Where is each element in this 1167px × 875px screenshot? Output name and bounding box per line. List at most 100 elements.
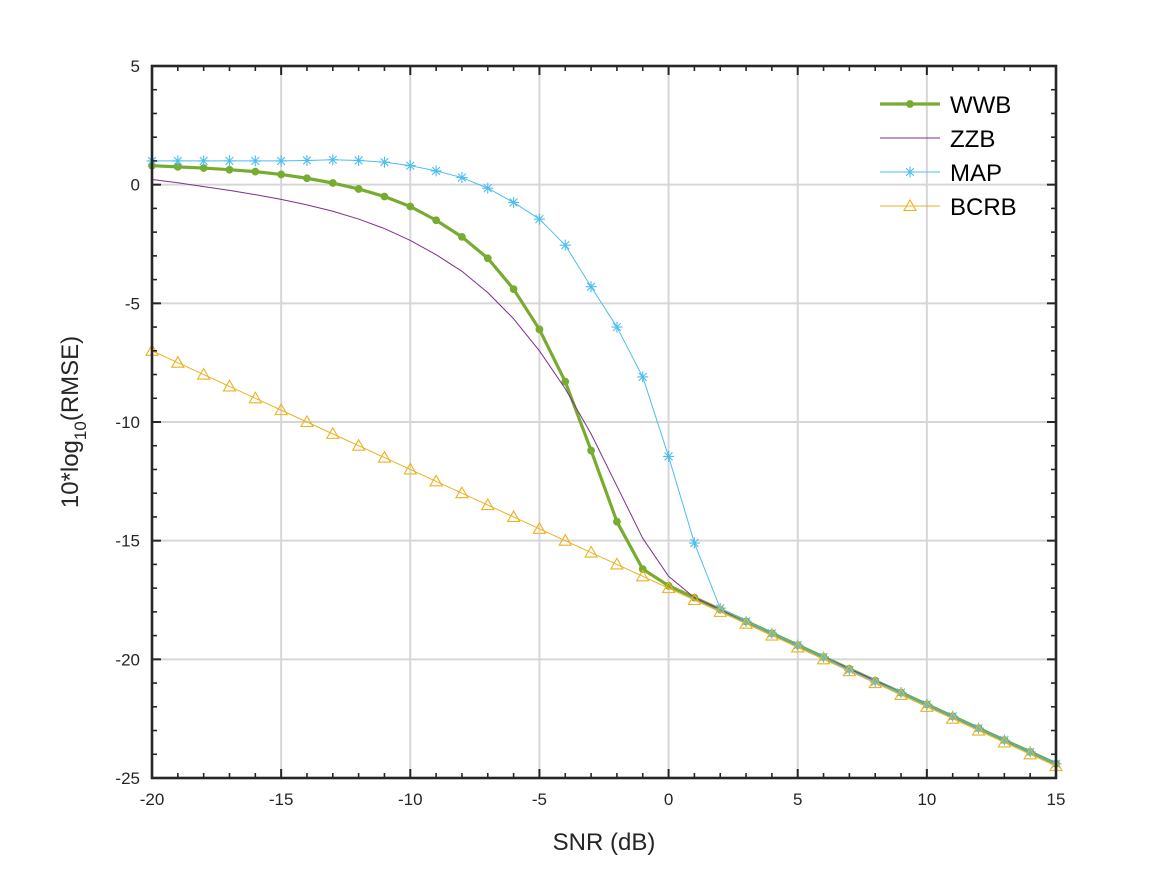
data-point-bcrb bbox=[997, 735, 1012, 748]
legend-label-map: MAP bbox=[950, 160, 1002, 187]
data-point-wwb bbox=[354, 185, 363, 193]
legend: WWB ZZB MAP BCRB bbox=[880, 92, 1017, 221]
data-point-wwb bbox=[638, 565, 647, 574]
data-point-bcrb bbox=[558, 533, 573, 546]
data-point-map bbox=[740, 615, 752, 627]
data-point-wwb bbox=[587, 446, 595, 455]
data-point-map bbox=[714, 602, 726, 614]
data-point-bcrb bbox=[1023, 747, 1038, 760]
data-point-bcrb bbox=[609, 557, 624, 570]
data-point-map bbox=[508, 196, 520, 208]
x-tick-label: 10 bbox=[917, 790, 936, 809]
data-point-wwb bbox=[432, 216, 441, 225]
data-point-bcrb bbox=[454, 486, 469, 499]
data-point-bcrb bbox=[248, 391, 263, 404]
x-axis-title: SNR (dB) bbox=[553, 829, 656, 856]
data-point-map bbox=[223, 155, 235, 167]
data-point-wwb bbox=[328, 179, 337, 187]
data-point-wwb bbox=[251, 167, 260, 176]
legend-label-wwb: WWB bbox=[950, 92, 1011, 119]
y-tick-label: -15 bbox=[115, 532, 140, 551]
x-tick-label: -5 bbox=[532, 790, 547, 809]
data-point-wwb bbox=[303, 174, 311, 183]
data-point-map bbox=[198, 155, 210, 167]
data-point-bcrb bbox=[377, 450, 392, 463]
y-tick-label: -25 bbox=[115, 769, 140, 788]
data-point-map bbox=[353, 154, 365, 166]
data-point-map bbox=[1024, 746, 1036, 758]
data-point-map bbox=[404, 160, 416, 172]
data-point-bcrb bbox=[945, 711, 960, 724]
data-point-wwb bbox=[458, 232, 466, 241]
data-point-bcrb bbox=[842, 664, 857, 677]
data-point-bcrb bbox=[868, 675, 883, 689]
data-point-bcrb bbox=[894, 687, 908, 700]
data-point-map bbox=[430, 165, 442, 177]
data-point-map bbox=[611, 321, 623, 333]
y-axis-title-suffix: (RMSE) bbox=[57, 336, 84, 421]
data-point-map bbox=[895, 687, 907, 699]
legend-label-zzb: ZZB bbox=[950, 126, 995, 153]
data-point-map bbox=[172, 155, 184, 167]
data-point-wwb bbox=[561, 377, 570, 386]
data-point-map bbox=[766, 627, 778, 639]
data-point-wwb bbox=[483, 254, 492, 263]
legend-marker-wwb bbox=[906, 100, 914, 108]
data-point-map bbox=[249, 155, 261, 167]
y-axis-title: 10*log10(RMSE) bbox=[57, 336, 90, 508]
axes: -20 -15 -10 -5 0 5 10 15-25-20-15-10-505 bbox=[115, 57, 1065, 809]
data-point-bcrb bbox=[429, 474, 444, 487]
data-point-map bbox=[559, 239, 571, 251]
data-point-map bbox=[378, 156, 390, 168]
data-point-map bbox=[688, 537, 700, 549]
data-point-wwb bbox=[277, 170, 286, 179]
y-tick-label: -5 bbox=[125, 294, 140, 313]
y-axis-title-prefix: 10*log bbox=[57, 440, 84, 508]
data-point-bcrb bbox=[196, 367, 211, 380]
data-point-wwb bbox=[509, 285, 518, 293]
data-point-bcrb bbox=[713, 604, 728, 617]
data-point-map bbox=[482, 182, 494, 194]
data-point-map bbox=[327, 154, 339, 166]
data-point-map bbox=[973, 722, 985, 734]
x-tick-label: 0 bbox=[664, 790, 673, 809]
data-point-map bbox=[998, 734, 1010, 746]
data-point-wwb bbox=[406, 202, 415, 211]
y-tick-label: 5 bbox=[131, 57, 140, 76]
data-point-map bbox=[792, 639, 804, 651]
data-point-bcrb bbox=[687, 592, 702, 606]
data-point-map bbox=[301, 154, 313, 166]
data-point-bcrb bbox=[790, 640, 805, 653]
x-tick-label: -10 bbox=[398, 790, 423, 809]
data-point-bcrb bbox=[971, 723, 986, 736]
data-point-map bbox=[921, 698, 933, 710]
data-point-bcrb bbox=[170, 355, 185, 368]
data-point-map bbox=[663, 450, 675, 462]
plot-series bbox=[145, 154, 1063, 772]
data-point-wwb bbox=[613, 517, 621, 526]
x-tick-label: 5 bbox=[793, 790, 802, 809]
y-axis-title-subscript: 10 bbox=[71, 421, 90, 440]
data-point-bcrb bbox=[222, 379, 237, 392]
data-point-bcrb bbox=[325, 426, 340, 439]
data-point-bcrb bbox=[635, 569, 650, 582]
legend-marker-map bbox=[904, 166, 916, 178]
data-point-map bbox=[947, 710, 959, 722]
data-point-bcrb bbox=[919, 699, 934, 712]
data-point-map bbox=[585, 281, 597, 293]
data-point-bcrb bbox=[764, 628, 779, 641]
data-point-bcrb bbox=[274, 403, 289, 416]
data-point-bcrb bbox=[351, 438, 366, 451]
data-point-map bbox=[843, 664, 855, 676]
data-point-map bbox=[637, 371, 649, 383]
y-tick-label: 0 bbox=[131, 176, 140, 195]
y-tick-label: -20 bbox=[115, 650, 140, 669]
data-point-map bbox=[456, 172, 468, 184]
legend-marker-bcrb bbox=[903, 198, 917, 212]
data-point-bcrb bbox=[816, 652, 831, 665]
x-tick-label: -20 bbox=[140, 790, 165, 809]
data-point-map bbox=[533, 213, 545, 225]
